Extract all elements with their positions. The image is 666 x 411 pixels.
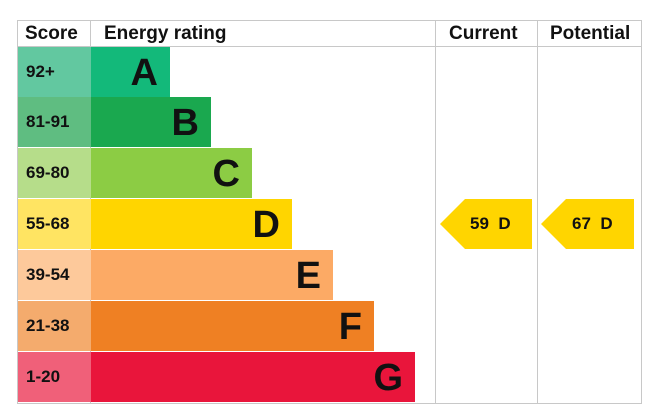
band-letter-b: B: [171, 102, 199, 144]
score-header: Score: [25, 23, 78, 44]
band-letter-d: D: [252, 204, 280, 246]
score-range-d: 55-68: [18, 199, 91, 249]
band-bar-e: [91, 250, 333, 300]
band-letter-f: F: [338, 306, 362, 348]
score-range-b: 81-91: [18, 97, 91, 147]
band-bar-f: [91, 301, 374, 351]
band-letter-a: A: [130, 52, 158, 94]
band-bar-g: [91, 352, 415, 402]
energy-rating-header: Energy rating: [104, 23, 227, 44]
potential-rating-label: 67 D: [572, 214, 613, 233]
potential-rating-arrow: [541, 199, 634, 249]
score-range-f: 21-38: [18, 301, 91, 351]
score-range-c: 69-80: [18, 148, 91, 198]
potential-header: Potential: [550, 23, 631, 44]
current-rating-arrow: [440, 199, 532, 249]
band-letter-c: C: [212, 153, 240, 195]
band-bar-a: [91, 47, 170, 97]
band-letter-g: G: [373, 357, 403, 399]
band-bar-b: [91, 97, 211, 147]
band-letter-e: E: [295, 255, 321, 297]
current-rating-label: 59 D: [470, 214, 511, 233]
rating-column-divider: [435, 20, 436, 404]
current-column-divider: [537, 20, 538, 404]
current-header: Current: [449, 23, 518, 44]
score-range-e: 39-54: [18, 250, 91, 300]
score-range-a: 92+: [18, 47, 91, 97]
epc-chart-frame: [17, 20, 642, 404]
score-range-g: 1-20: [18, 352, 91, 402]
band-bar-d: [91, 199, 292, 249]
header-divider: [17, 46, 642, 47]
band-bar-c: [91, 148, 252, 198]
